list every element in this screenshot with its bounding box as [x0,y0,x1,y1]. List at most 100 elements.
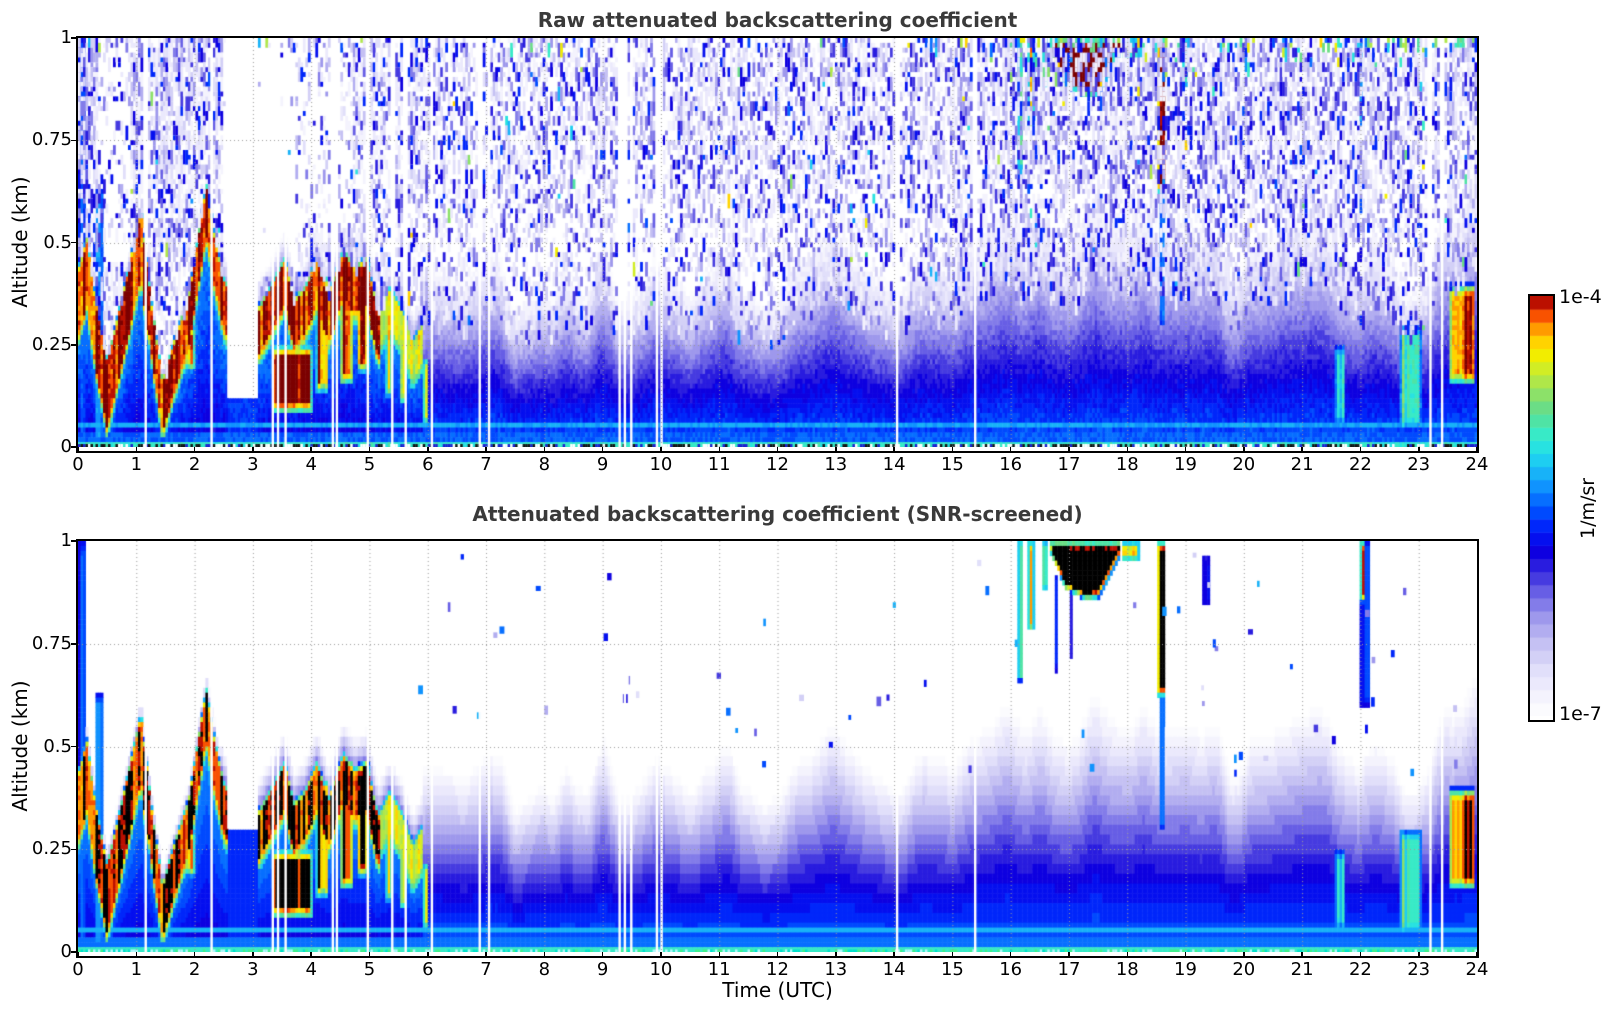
x-tick-label: 9 [596,959,609,980]
x-tick-mark [660,447,662,453]
y-tick-label: 0.5 [43,231,72,253]
x-tick-mark [427,952,429,958]
x-tick-label: 18 [1115,959,1139,980]
x-tick-label: 6 [422,454,434,475]
x-tick-label: 2 [188,454,201,475]
y-tick-mark [71,446,77,448]
x-tick-mark [835,447,837,453]
raw-heatmap-canvas [78,38,1477,447]
screened-panel-title: Attenuated backscattering coefficient (S… [472,502,1083,526]
x-tick-mark [1068,447,1070,453]
x-tick-label: 20 [1232,454,1256,475]
y-tick-label: 0.25 [31,333,72,355]
x-tick-mark [835,952,837,958]
colorbar [1528,294,1555,722]
x-tick-label: 5 [363,959,376,980]
x-tick-label: 0 [72,454,84,475]
x-tick-mark [1418,447,1420,453]
x-tick-mark [252,952,254,958]
x-tick-mark [193,952,196,958]
y-tick-mark [71,139,77,141]
x-tick-label: 3 [247,454,259,475]
x-tick-label: 13 [824,959,848,980]
colorbar-unit-label: 1/m/sr [1577,477,1599,539]
y-tick-mark [71,745,77,748]
x-tick-label: 23 [1407,959,1431,980]
raw-panel-title: Raw attenuated backscattering coefficien… [537,8,1018,32]
x-tick-mark [135,447,137,453]
x-tick-mark [1126,447,1128,453]
x-tick-mark [77,447,79,453]
x-tick-label: 19 [1174,959,1197,980]
y-tick-mark [71,951,77,953]
x-tick-label: 14 [882,959,906,980]
x-tick-label: 23 [1407,454,1431,475]
x-tick-label: 0 [72,959,84,980]
x-tick-mark [1301,952,1303,958]
y-tick-mark [71,241,77,244]
x-tick-mark [1068,952,1070,958]
x-tick-mark [660,952,662,958]
x-tick-label: 15 [940,454,964,475]
x-tick-label: 24 [1465,454,1489,475]
x-tick-label: 5 [363,454,376,475]
x-tick-mark [1301,447,1303,453]
x-tick-label: 11 [707,959,731,980]
x-tick-label: 24 [1465,959,1489,980]
x-tick-label: 11 [707,454,731,475]
x-tick-mark [951,447,954,453]
x-tick-label: 7 [480,959,492,980]
x-tick-label: 12 [766,454,789,475]
x-tick-mark [1359,447,1362,453]
x-tick-mark [1243,952,1245,958]
x-tick-label: 1 [130,454,143,475]
x-tick-label: 3 [247,959,259,980]
x-tick-mark [1009,952,1012,958]
x-tick-label: 9 [596,454,609,475]
x-axis-label: Time (UTC) [722,978,833,1002]
y-tick-label: 0.5 [43,735,72,757]
x-tick-label: 20 [1232,959,1256,980]
x-tick-mark [718,952,720,958]
x-tick-label: 15 [940,959,964,980]
y-tick-label: 0 [60,941,72,962]
x-tick-label: 18 [1115,454,1139,475]
x-tick-label: 22 [1348,454,1372,475]
x-tick-mark [1418,952,1420,958]
x-tick-label: 14 [882,454,906,475]
x-tick-label: 2 [188,959,201,980]
x-tick-label: 22 [1348,959,1372,980]
y-tick-mark [71,344,77,346]
x-tick-label: 6 [422,959,434,980]
x-tick-label: 16 [999,959,1023,980]
x-tick-mark [1243,447,1245,453]
raw-heatmap-panel [76,36,1479,453]
x-tick-mark [1009,447,1012,453]
y-tick-label: 0.75 [31,632,72,654]
x-tick-mark [252,447,254,453]
y-tick-label: 0.25 [31,838,72,860]
x-tick-label: 17 [1057,959,1081,980]
x-tick-label: 19 [1174,454,1197,475]
y-tick-label: 0.75 [31,129,72,151]
x-tick-label: 8 [538,959,551,980]
y-tick-label: 1 [60,530,72,551]
x-tick-mark [1476,447,1478,453]
x-tick-mark [1184,447,1187,453]
x-tick-mark [1126,952,1128,958]
screened-heatmap-canvas [78,541,1477,952]
colorbar-min-label: 1e-7 [1559,703,1602,725]
y-tick-mark [71,848,77,850]
x-tick-mark [601,447,604,453]
x-tick-mark [368,952,371,958]
x-tick-mark [193,447,196,453]
x-tick-mark [776,447,779,453]
x-tick-label: 1 [130,959,143,980]
x-tick-mark [718,447,720,453]
screened-heatmap-panel [76,539,1479,958]
x-tick-mark [893,952,895,958]
x-tick-mark [485,447,487,453]
x-tick-mark [368,447,371,453]
x-tick-mark [135,952,137,958]
